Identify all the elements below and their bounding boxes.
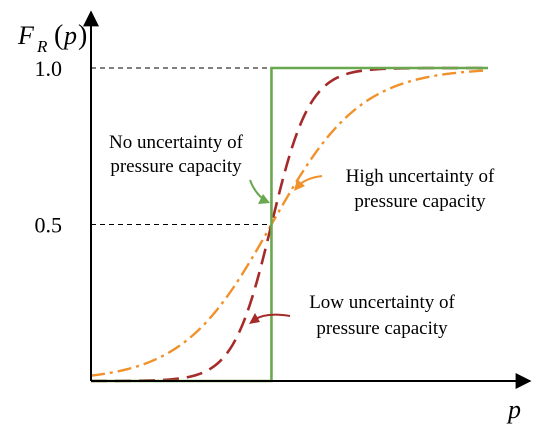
annotation-arrowhead-high-uncertainty xyxy=(294,179,305,191)
y-label-var: p xyxy=(62,21,77,50)
y-label-open: ( xyxy=(54,20,63,51)
y-axis-label: F R ( p ) xyxy=(17,20,87,56)
annotation-no-uncertainty-line1: No uncertainty of xyxy=(109,132,244,153)
annotation-arrowhead-no-uncertainty xyxy=(258,194,270,204)
annotation-no-uncertainty-line2: pressure capacity xyxy=(110,156,242,177)
y-label-sub: R xyxy=(36,37,48,56)
annotation-arrowhead-low-uncertainty xyxy=(249,313,260,324)
annotation-high-uncertainty-line1: High uncertainty of xyxy=(346,166,495,187)
y-tick-label-0-5: 0.5 xyxy=(35,213,63,238)
series-high-uncertainty xyxy=(90,69,489,377)
annotation-high-uncertainty: High uncertainty of pressure capacity xyxy=(294,166,495,212)
annotation-high-uncertainty-line2: pressure capacity xyxy=(354,191,486,212)
x-axis-label: p xyxy=(506,395,521,424)
annotation-low-uncertainty-line1: Low uncertainty of xyxy=(309,292,455,313)
y-tick-label-1: 1.0 xyxy=(35,56,63,81)
annotation-no-uncertainty: No uncertainty of pressure capacity xyxy=(109,132,270,204)
annotation-low-uncertainty: Low uncertainty of pressure capacity xyxy=(249,292,455,339)
y-label-close: ) xyxy=(78,20,87,51)
annotation-low-uncertainty-line2: pressure capacity xyxy=(316,318,448,339)
y-label-main: F xyxy=(17,21,35,50)
